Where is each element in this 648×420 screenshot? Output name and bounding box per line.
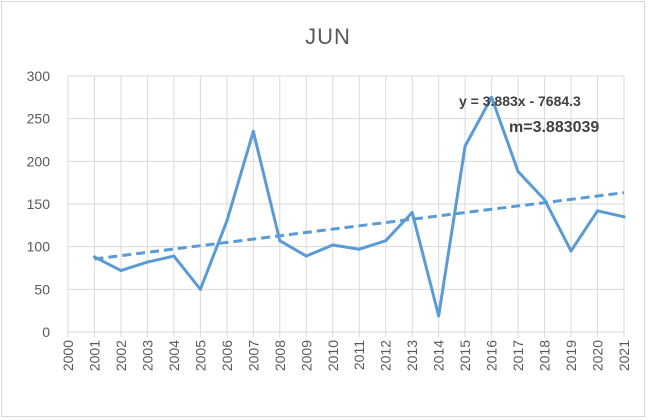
x-tick-label: 2010 bbox=[325, 340, 341, 371]
data-point bbox=[251, 129, 255, 133]
x-tick-label: 2004 bbox=[166, 340, 182, 371]
x-tick-label: 2018 bbox=[537, 340, 553, 371]
x-tick-label: 2015 bbox=[457, 340, 473, 371]
trendline-equation-label: y = 3.883x - 7684.3 bbox=[459, 93, 581, 109]
x-tick-label: 2002 bbox=[113, 340, 129, 371]
y-tick-label: 150 bbox=[27, 196, 51, 212]
data-point bbox=[92, 255, 96, 259]
x-tick-label: 2011 bbox=[351, 340, 367, 370]
x-tick-label: 2020 bbox=[590, 340, 606, 371]
data-point bbox=[225, 219, 229, 223]
y-tick-label: 50 bbox=[34, 281, 50, 297]
x-tick-label: 2019 bbox=[563, 340, 579, 371]
x-tick-label: 2009 bbox=[298, 340, 314, 371]
y-tick-label: 250 bbox=[27, 111, 51, 127]
y-tick-label: 0 bbox=[42, 324, 50, 340]
trendline-slope-label: m=3.883039 bbox=[509, 119, 599, 136]
data-point bbox=[357, 247, 361, 251]
x-tick-label: 2016 bbox=[484, 340, 500, 371]
y-tick-label: 300 bbox=[27, 68, 51, 84]
data-point bbox=[331, 243, 335, 247]
x-tick-label: 2003 bbox=[139, 340, 155, 371]
data-point bbox=[172, 254, 176, 258]
x-tick-label: 2017 bbox=[510, 340, 526, 371]
chart-title: JUN bbox=[305, 24, 351, 49]
x-tick-label: 2014 bbox=[431, 340, 447, 371]
data-point bbox=[410, 211, 414, 215]
data-point bbox=[198, 287, 202, 291]
x-tick-label: 2008 bbox=[272, 340, 288, 371]
data-point bbox=[384, 239, 388, 243]
data-point bbox=[463, 144, 467, 148]
x-tick-label: 2021 bbox=[616, 340, 632, 371]
series-lines bbox=[92, 95, 626, 318]
x-tick-label: 2001 bbox=[86, 340, 102, 371]
data-point bbox=[278, 239, 282, 243]
data-point bbox=[437, 314, 441, 318]
trendline-line bbox=[94, 191, 625, 261]
x-tick-label: 2000 bbox=[60, 340, 76, 371]
x-tick-label: 2013 bbox=[404, 340, 420, 371]
data-point bbox=[516, 170, 520, 174]
x-tick-label: 2007 bbox=[245, 340, 261, 371]
x-tick-label: 2006 bbox=[219, 340, 235, 371]
data-point bbox=[569, 249, 573, 253]
data-point bbox=[490, 95, 494, 99]
data-point bbox=[145, 260, 149, 264]
axes: 0 50 100 150 200 250 300 2000 2001 2002 2003 2004 20… bbox=[27, 68, 632, 371]
data-point bbox=[119, 269, 123, 273]
data-point bbox=[622, 215, 626, 219]
y-tick-label: 200 bbox=[27, 153, 51, 169]
trendline bbox=[94, 191, 625, 261]
x-tick-label: 2005 bbox=[192, 340, 208, 371]
gridlines bbox=[67, 75, 625, 333]
data-point bbox=[543, 198, 547, 202]
y-tick-label: 100 bbox=[27, 239, 51, 255]
x-tick-label: 2012 bbox=[378, 340, 394, 371]
data-point bbox=[596, 209, 600, 213]
data-point bbox=[304, 254, 308, 258]
